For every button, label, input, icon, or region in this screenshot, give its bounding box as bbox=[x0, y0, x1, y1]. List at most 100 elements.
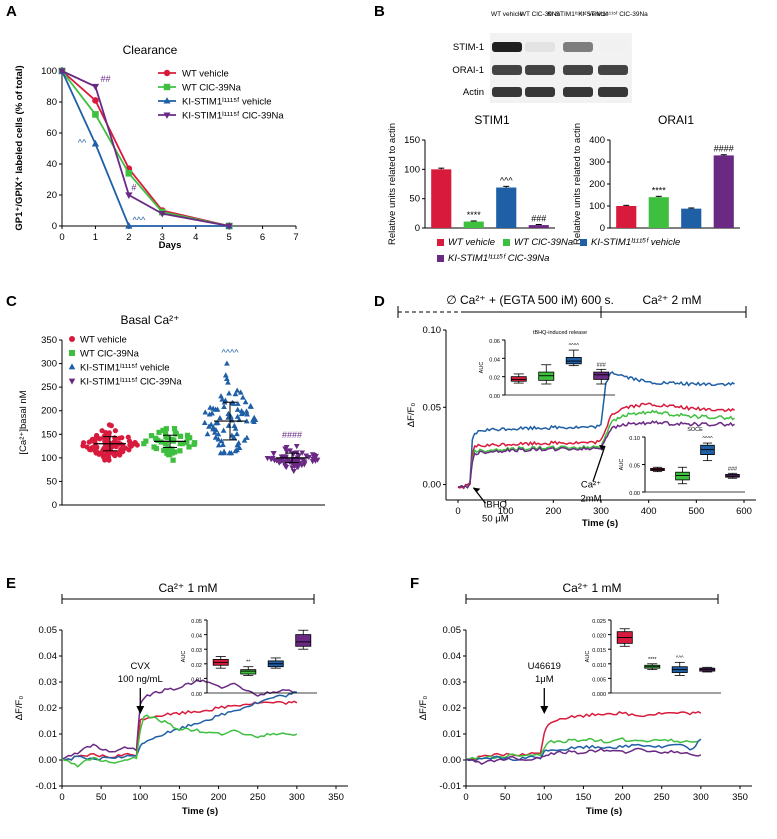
y-tick-label: 0.020 bbox=[592, 634, 606, 640]
condition-label: Ca²⁺ 1 mM bbox=[562, 581, 621, 595]
y-tick-label: 300 bbox=[589, 157, 605, 168]
data-point bbox=[173, 431, 179, 437]
bar bbox=[463, 221, 484, 228]
trace-line bbox=[465, 747, 702, 765]
data-point bbox=[226, 450, 233, 456]
data-point bbox=[215, 431, 222, 437]
panel-b-b_stim1: 0 50 100 150 STIM1 Relative units related to … bbox=[387, 113, 555, 245]
data-point bbox=[312, 457, 319, 464]
data-point bbox=[251, 414, 258, 420]
significance-label: ** bbox=[246, 660, 251, 666]
data-point bbox=[283, 464, 290, 471]
data-point bbox=[271, 457, 278, 463]
data-point bbox=[156, 429, 162, 435]
data-point bbox=[231, 422, 238, 428]
x-tick-label: 50 bbox=[96, 792, 107, 803]
y-tick-label: 0.04 bbox=[39, 651, 58, 662]
significance-label: ^^^ bbox=[676, 655, 684, 661]
x-tick-label: 6 bbox=[260, 232, 265, 243]
data-point bbox=[293, 443, 300, 450]
stimulus-dose: 100 ng/mL bbox=[118, 674, 163, 685]
data-point bbox=[232, 391, 239, 397]
y-tick-label: 0.05 bbox=[191, 619, 202, 625]
blot-column-label: WT vehicle bbox=[491, 11, 523, 18]
legend-label: WT ClC-39Na bbox=[182, 83, 242, 94]
x-tick-label: 600 bbox=[736, 506, 752, 517]
data-point bbox=[206, 411, 213, 417]
significance-label: ^^^^ bbox=[569, 343, 580, 349]
box bbox=[295, 634, 312, 647]
blot-row-label: Actin bbox=[463, 87, 484, 98]
y-axis-label: GP1⁺/GPIX⁺ labeled cells (% of total) bbox=[14, 65, 25, 230]
data-point bbox=[163, 83, 171, 91]
data-point bbox=[278, 458, 285, 464]
data-point bbox=[105, 430, 111, 437]
condition-label: Ca²⁺ 1 mM bbox=[158, 581, 217, 595]
y-tick-label: 0.05 bbox=[423, 402, 442, 413]
data-point bbox=[220, 427, 227, 433]
panel-label: A bbox=[6, 3, 17, 20]
arrowhead bbox=[473, 487, 481, 493]
x-tick-label: 150 bbox=[171, 792, 187, 803]
data-point bbox=[236, 444, 243, 451]
data-point bbox=[68, 363, 76, 370]
blot-band bbox=[563, 65, 593, 75]
trace-line bbox=[457, 409, 735, 489]
data-point bbox=[234, 430, 240, 437]
x-tick-label: 5 bbox=[226, 232, 231, 243]
bar bbox=[528, 225, 549, 228]
inset-auc: 0.00 0.01 0.02 0.03 0.04 0.05 AUC ** bbox=[181, 619, 317, 698]
data-point bbox=[240, 394, 246, 400]
data-point bbox=[92, 97, 99, 104]
y-tick-label: 150 bbox=[404, 135, 420, 146]
data-point bbox=[184, 439, 190, 445]
data-point bbox=[148, 433, 155, 439]
y-tick-label: 20 bbox=[46, 190, 57, 201]
data-point bbox=[202, 409, 209, 415]
significance-label: ### bbox=[728, 466, 738, 472]
y-tick-label: 80 bbox=[46, 97, 57, 108]
legend-label: KI-STIM1ᴵ¹¹¹⁵ᶠ vehicle bbox=[80, 363, 170, 374]
data-point bbox=[222, 372, 229, 378]
trace-line bbox=[465, 737, 702, 760]
legend-label: KI-STIM1ᴵ¹¹¹⁵ᶠ vehicle bbox=[591, 237, 680, 248]
trace-line bbox=[457, 371, 735, 490]
data-point bbox=[162, 431, 169, 437]
y-axis-label: AUC bbox=[181, 651, 187, 663]
y-tick-label: 0 bbox=[52, 500, 57, 511]
x-tick-label: 3 bbox=[160, 232, 165, 243]
data-point bbox=[282, 454, 289, 460]
x-axis-label: Time (s) bbox=[582, 518, 618, 529]
data-point bbox=[80, 443, 86, 449]
y-tick-label: 150 bbox=[41, 429, 57, 440]
legend-label: WT vehicle bbox=[80, 335, 127, 346]
panel-a: A 0 20 40 60 80 100 0 1 2 3 4 5 6 7 Clearance Days GP1⁺/G… bbox=[6, 3, 299, 251]
y-tick-label: 40 bbox=[46, 159, 57, 170]
y-tick-label: 0.04 bbox=[489, 357, 500, 363]
y-tick-label: 400 bbox=[589, 135, 605, 146]
y-tick-label: 0.06 bbox=[489, 339, 500, 345]
data-point bbox=[296, 453, 302, 459]
data-point bbox=[113, 444, 119, 450]
blot-column-label: WT ClC-39Na bbox=[520, 11, 561, 18]
y-tick-label: 350 bbox=[41, 335, 57, 346]
x-tick-label: 200 bbox=[545, 506, 561, 517]
x-axis-label: Time (s) bbox=[182, 806, 218, 817]
data-point bbox=[290, 468, 297, 475]
data-point bbox=[120, 442, 126, 448]
data-point bbox=[218, 393, 224, 399]
data-point bbox=[87, 446, 93, 453]
y-tick-label: 100 bbox=[404, 164, 420, 175]
chart-title: Basal Ca²⁺ bbox=[120, 313, 179, 327]
panel-label: E bbox=[6, 575, 16, 592]
blot-band bbox=[598, 87, 628, 97]
x-tick-label: 100 bbox=[498, 506, 514, 517]
data-point bbox=[171, 426, 178, 432]
trace-line bbox=[465, 738, 702, 763]
x-tick-label: 0 bbox=[455, 506, 460, 517]
legend-label: KI-STIM1ᴵ¹¹¹⁵ᶠ vehicle bbox=[182, 97, 272, 108]
y-tick-label: 0.05 bbox=[443, 625, 462, 636]
legend-swatch bbox=[580, 239, 587, 246]
blot-band bbox=[492, 65, 522, 75]
x-tick-label: 300 bbox=[593, 506, 609, 517]
